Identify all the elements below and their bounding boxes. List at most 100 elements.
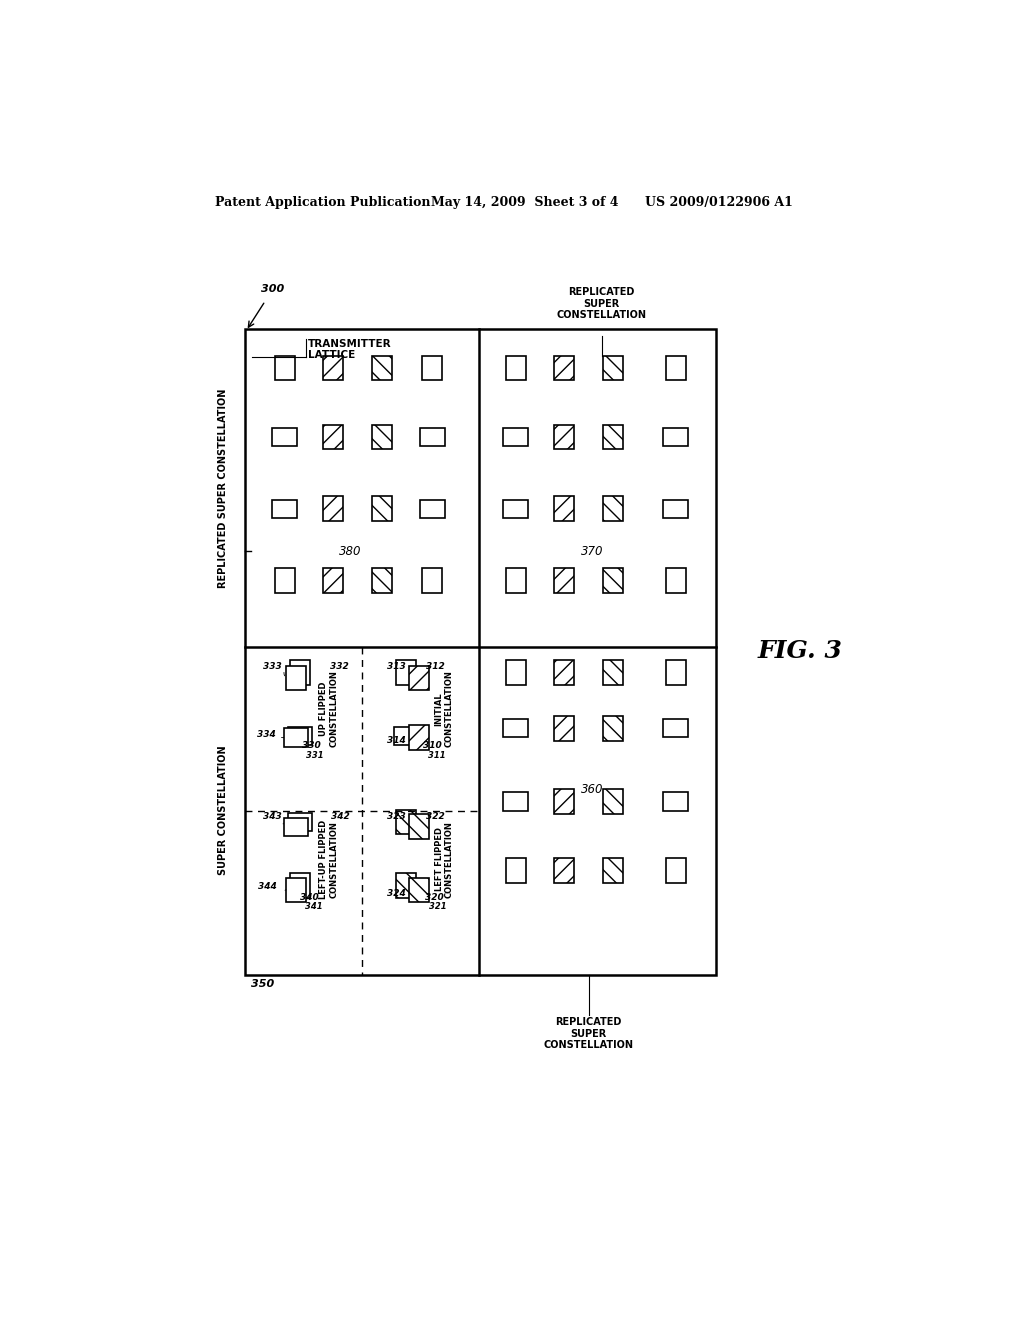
Bar xyxy=(664,792,688,810)
Bar xyxy=(290,873,310,898)
Bar xyxy=(274,355,295,380)
Text: 314: 314 xyxy=(387,737,406,744)
Text: 311: 311 xyxy=(428,751,445,759)
Bar xyxy=(420,499,444,517)
Bar xyxy=(272,428,297,446)
Text: 360: 360 xyxy=(582,783,604,796)
Text: 342: 342 xyxy=(331,812,350,821)
Text: UP FLIPPED
CONSTELLATION: UP FLIPPED CONSTELLATION xyxy=(319,671,339,747)
Bar xyxy=(323,355,343,380)
Text: 350: 350 xyxy=(251,979,274,989)
Text: 322: 322 xyxy=(426,812,444,821)
Text: 340: 340 xyxy=(300,894,318,902)
Bar xyxy=(284,817,308,836)
Bar xyxy=(503,719,528,738)
Bar xyxy=(554,425,574,449)
Bar xyxy=(503,428,528,446)
Bar xyxy=(666,660,686,685)
Text: May 14, 2009  Sheet 3 of 4: May 14, 2009 Sheet 3 of 4 xyxy=(431,195,618,209)
Bar xyxy=(288,726,312,744)
Bar xyxy=(274,568,295,593)
Bar xyxy=(602,355,623,380)
Text: 343: 343 xyxy=(263,812,282,821)
Text: 321: 321 xyxy=(429,903,446,911)
Bar xyxy=(664,499,688,517)
Bar xyxy=(602,789,623,813)
Bar xyxy=(554,858,574,883)
Text: 320: 320 xyxy=(425,894,443,902)
Bar xyxy=(372,568,391,593)
Bar xyxy=(372,355,391,380)
Text: 333: 333 xyxy=(263,663,282,671)
Bar xyxy=(554,355,574,380)
Text: 312: 312 xyxy=(426,663,444,671)
Text: 344: 344 xyxy=(258,882,276,891)
Bar xyxy=(503,499,528,517)
Text: REPLICATED SUPER CONSTELLATION: REPLICATED SUPER CONSTELLATION xyxy=(218,388,228,587)
Bar xyxy=(666,568,686,593)
Text: 323: 323 xyxy=(387,812,406,821)
Bar xyxy=(506,660,525,685)
Bar xyxy=(410,725,429,750)
Text: 310: 310 xyxy=(423,742,442,750)
Bar xyxy=(666,858,686,883)
Bar xyxy=(602,496,623,521)
Bar xyxy=(286,665,306,690)
Bar xyxy=(272,499,297,517)
Bar xyxy=(396,873,416,898)
Bar xyxy=(394,726,419,744)
Text: FIG. 3: FIG. 3 xyxy=(758,639,843,663)
Text: LEFT FLIPPED
CONSTELLATION: LEFT FLIPPED CONSTELLATION xyxy=(435,821,454,898)
Text: 332: 332 xyxy=(330,663,348,671)
Bar xyxy=(422,568,442,593)
Text: 331: 331 xyxy=(306,751,324,759)
Text: LEFT-UP FLIPPED
CONSTELLATION: LEFT-UP FLIPPED CONSTELLATION xyxy=(319,820,339,899)
Bar xyxy=(602,660,623,685)
Bar xyxy=(554,715,574,741)
Bar xyxy=(396,810,416,834)
Text: TRANSMITTER
LATTICE: TRANSMITTER LATTICE xyxy=(307,338,391,360)
Bar xyxy=(323,425,343,449)
Bar xyxy=(554,789,574,813)
Text: 313: 313 xyxy=(387,663,406,671)
Text: 341: 341 xyxy=(304,903,323,911)
Bar xyxy=(506,858,525,883)
Bar xyxy=(410,878,429,903)
Bar xyxy=(506,355,525,380)
Bar xyxy=(323,496,343,521)
Text: REPLICATED
SUPER
CONSTELLATION: REPLICATED SUPER CONSTELLATION xyxy=(557,286,647,321)
Bar xyxy=(602,715,623,741)
Bar xyxy=(602,425,623,449)
Text: SUPER CONSTELLATION: SUPER CONSTELLATION xyxy=(218,746,228,875)
Bar xyxy=(503,792,528,810)
Bar xyxy=(506,568,525,593)
Bar xyxy=(288,813,312,832)
Text: 300: 300 xyxy=(261,284,285,294)
Text: US 2009/0122906 A1: US 2009/0122906 A1 xyxy=(645,195,793,209)
Text: INITIAL
CONSTELLATION: INITIAL CONSTELLATION xyxy=(435,671,454,747)
Bar xyxy=(554,660,574,685)
Bar xyxy=(664,719,688,738)
Bar xyxy=(372,496,391,521)
Bar xyxy=(664,428,688,446)
Text: 370: 370 xyxy=(582,545,604,557)
Bar xyxy=(396,660,416,685)
Bar xyxy=(410,814,429,840)
Text: Patent Application Publication: Patent Application Publication xyxy=(215,195,431,209)
Bar xyxy=(602,858,623,883)
Text: REPLICATED
SUPER
CONSTELLATION: REPLICATED SUPER CONSTELLATION xyxy=(544,1016,634,1051)
Bar xyxy=(422,355,442,380)
Text: 380: 380 xyxy=(339,545,361,557)
Bar xyxy=(420,428,444,446)
Bar xyxy=(410,665,429,690)
Bar xyxy=(286,878,306,903)
Bar xyxy=(245,330,716,974)
Bar xyxy=(323,568,343,593)
Text: 324: 324 xyxy=(387,890,406,898)
Bar xyxy=(284,729,308,747)
Bar xyxy=(372,425,391,449)
Text: 334: 334 xyxy=(257,730,275,739)
Text: 330: 330 xyxy=(301,742,321,750)
Bar xyxy=(290,660,310,685)
Bar xyxy=(554,568,574,593)
